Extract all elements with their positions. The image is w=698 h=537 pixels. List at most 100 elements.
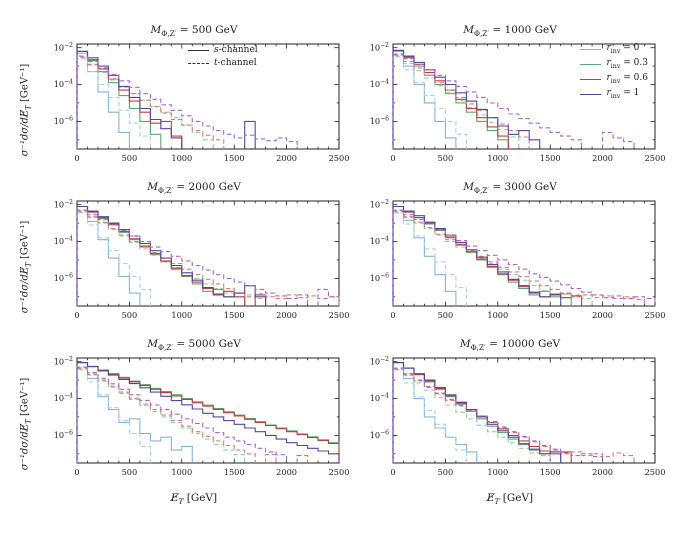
dashed-line-icon [188,63,209,64]
x-tick-label: 2500 [645,153,665,163]
series-rinv-1-t-channel [392,53,635,149]
x-tick-label: 0 [74,153,79,163]
x-tick-label: 0 [74,310,79,320]
legend-item: rinv = 0.3 [580,59,648,70]
x-tick-label: 500 [122,310,138,320]
plot-svg-3: 0 500 1000 1500 2000 2500 10−6 10−4 10−2 [370,199,665,320]
x-tick-label: 2500 [329,153,349,163]
x-tick-label: 2500 [329,310,349,320]
legend-item: rinv = 1 [580,89,648,100]
series-rinv-0.6-t-channel [76,367,277,463]
channel-legend: s-channel t-channel [188,46,258,72]
x-tick-label: 2000 [276,153,297,163]
x-tick-label: 2000 [276,310,297,320]
x-tick-label: 2500 [645,310,665,320]
series-rinv-0.3-t-channel [392,368,551,463]
x-tick-label: 2500 [329,467,349,477]
x-tick-label: 1000 [171,467,192,477]
y-tick-label: 10−6 [54,430,73,440]
plot-row-2: σ⁻¹dσ/dE̸T [GeV⁻¹] MΦ,Z′ = 5000 GeV 0 500 10… [16,338,698,506]
y-tick-label: 10−2 [370,42,389,52]
y-tick-label: 10−4 [54,393,73,403]
series-rinv-0.6-s-channel [392,49,509,149]
y-tick-label: 10−6 [370,430,389,440]
color-line-icon [580,49,602,51]
series-rinv-0-s-channel [76,362,193,463]
x-tick-label: 1000 [487,310,508,320]
subplot-3: MΦ,Z′ = 3000 GeV 0 500 1000 1500 2000 2500 10−6… [352,181,668,338]
series-rinv-0-t-channel [76,212,151,306]
solid-line-icon [188,50,209,51]
series-rinv-0.6-t-channel [392,210,646,306]
series-rinv-1-s-channel [392,362,562,463]
rinv-legend: rinv = 0 rinv = 0.3 rinv = 0.6 rinv = 1 [580,43,648,104]
plot-frame [76,200,340,307]
subplot-1: MΦ,Z′ = 1000 GeV 0 500 1000 1500 2000 2500 10−6… [352,24,668,181]
subplot-title: MΦ,Z′ = 10000 GeV [459,338,561,353]
x-axis-label: E̸T [GeV] [170,492,218,507]
series-rinv-1-t-channel [392,209,656,306]
plot-frame [392,200,656,307]
plot-svg-1: 0 500 1000 1500 2000 2500 10−6 10−4 10−2 [370,42,665,163]
y-tick-label: 10−4 [370,393,389,403]
y-tick-label: 10−6 [54,273,73,283]
y-tick-label: 10−2 [54,42,73,52]
y-axis-label: σ⁻¹dσ/dE̸T [GeV⁻¹] [19,63,33,157]
subplot-title: MΦ,Z′ = 3000 GeV [463,181,557,196]
legend-label: rinv = 0.3 [606,58,648,70]
series-rinv-0.6-t-channel [392,368,635,463]
y-tick-label: 10−4 [54,236,73,246]
series-rinv-1-s-channel [76,205,267,306]
color-line-icon [580,64,602,66]
x-tick-label: 500 [438,310,454,320]
color-line-icon [580,79,602,81]
subplot-title: MΦ,Z′ = 1000 GeV [463,24,557,39]
series-rinv-0.3-t-channel [76,368,246,463]
color-line-icon [580,94,602,96]
subplot-5: MΦ,Z′ = 10000 GeV 0 500 1000 1500 2000 2500 10−… [352,338,668,506]
x-tick-label: 0 [74,467,79,477]
series-rinv-1-s-channel [76,362,340,463]
series-rinv-0.6-t-channel [76,210,340,306]
x-tick-label: 500 [438,467,454,477]
x-tick-label: 1500 [224,310,245,320]
legend-item: t-channel [188,59,258,68]
x-tick-label: 500 [122,467,138,477]
series-rinv-0-s-channel [76,52,130,149]
x-tick-label: 2000 [592,153,613,163]
legend-label: rinv = 1 [606,88,640,101]
x-tick-label: 0 [390,310,395,320]
y-tick-label: 10−2 [370,356,389,366]
series-rinv-0.3-t-channel [392,211,593,306]
y-axis-label: σ⁻¹dσ/dE̸T [GeV⁻¹] [19,377,33,471]
y-tick-label: 10−6 [370,116,389,126]
x-tick-label: 1000 [487,153,508,163]
legend-label: t-channel [214,58,257,68]
y-axis-label: σ⁻¹dσ/dE̸T [GeV⁻¹] [19,220,33,314]
subplot-0: MΦ,Z′ = 500 GeV 0 500 1000 1500 2000 2500 10−6 1… [36,24,352,181]
legend-item: rinv = 0 [580,43,648,55]
x-tick-label: 1500 [540,310,561,320]
x-tick-label: 500 [438,153,454,163]
series-rinv-1-t-channel [392,367,604,463]
series-rinv-1-t-channel [76,55,298,149]
series-rinv-0-t-channel [392,369,467,463]
y-tick-label: 10−6 [54,116,73,126]
x-tick-label: 0 [390,467,395,477]
y-tick-label: 10−4 [370,236,389,246]
legend-label: s-channel [214,45,258,55]
x-tick-label: 1500 [540,467,561,477]
x-axis-label: E̸T [GeV] [486,492,534,507]
series-rinv-0.6-t-channel [76,56,225,149]
y-tick-label: 10−2 [54,356,73,366]
x-tick-label: 1500 [540,153,561,163]
x-tick-label: 2000 [592,310,613,320]
series-rinv-1-s-channel [392,49,541,149]
y-tick-label: 10−4 [54,79,73,89]
subplot-2: MΦ,Z′ = 2000 GeV 0 500 1000 1500 2000 2500 10−6… [36,181,352,338]
plot-svg-4: 0 500 1000 1500 2000 2500 10−6 10−4 10−2 [54,356,349,477]
y-tick-label: 10−2 [370,199,389,209]
series-rinv-0.3-s-channel [392,49,509,149]
x-tick-label: 1000 [171,153,192,163]
